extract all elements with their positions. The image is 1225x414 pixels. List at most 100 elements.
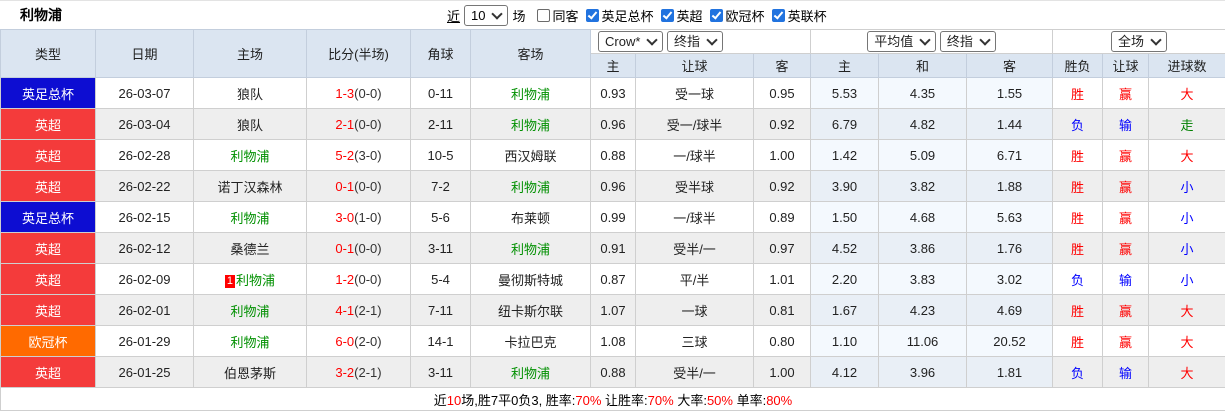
- summary-stat-value: 70%: [575, 392, 602, 408]
- avg-away-cell: 1.76: [966, 232, 1054, 264]
- home-team-cell: 桑德兰: [193, 232, 307, 264]
- summary-text: 大率:: [673, 392, 707, 408]
- avg-draw-cell: 3.86: [878, 232, 968, 264]
- result-handicap-cell: 输: [1102, 108, 1150, 140]
- avg-home-cell: 1.42: [810, 139, 880, 171]
- home-team-cell: 1 利物浦: [193, 263, 307, 295]
- recent-label-link[interactable]: 近: [447, 8, 461, 24]
- odds-away-cell: 1.01: [752, 263, 812, 295]
- corners-cell: 5-6: [410, 201, 471, 233]
- result-wdl-cell: 胜: [1052, 170, 1104, 202]
- full-time-score: 4-1: [335, 302, 355, 318]
- col-header-score: 比分(半场): [306, 29, 411, 78]
- odds-home-cell: 0.93: [590, 77, 636, 109]
- odds-stage-select[interactable]: 终指: [667, 31, 724, 52]
- half-time-score: (2-1): [354, 302, 382, 318]
- avg-stage-value: 终指: [946, 34, 973, 49]
- score-cell: 1-3(0-0): [306, 77, 411, 109]
- filter-bar: 近 10 场 同客 英足总杯 英超 欧冠杯 英联杯: [447, 1, 827, 29]
- full-time-score: 3-2: [335, 364, 355, 380]
- col-header-odds-handicap: 让球: [635, 53, 754, 78]
- corners-cell: 3-11: [410, 232, 471, 264]
- avg-home-cell: 1.10: [810, 325, 880, 357]
- avg-company-select[interactable]: 平均值: [867, 31, 937, 52]
- odds-away-cell: 1.00: [752, 356, 812, 388]
- avg-home-cell: 3.90: [810, 170, 880, 202]
- result-goals-cell: 大: [1148, 139, 1225, 171]
- full-time-score: 2-1: [335, 116, 355, 132]
- odds-home-cell: 0.96: [590, 170, 636, 202]
- col-header-avg-away: 客: [966, 53, 1054, 78]
- avg-away-cell: 1.44: [966, 108, 1054, 140]
- checkbox-icon[interactable]: [771, 8, 785, 22]
- result-handicap-cell: 输: [1102, 263, 1150, 295]
- odds-company-select[interactable]: Crow*: [598, 31, 664, 52]
- odds-handicap-cell: 受一/球半: [635, 108, 754, 140]
- chevron-down-icon: [919, 34, 931, 46]
- competition-type-cell: 英超: [0, 139, 96, 171]
- half-time-score: (0-0): [354, 178, 382, 194]
- checkbox-icon[interactable]: [709, 8, 723, 22]
- away-team-cell: 布莱顿: [470, 201, 591, 233]
- col-header-away: 客场: [470, 29, 591, 78]
- corners-cell: 2-11: [410, 108, 471, 140]
- competition-filter[interactable]: 欧冠杯: [709, 6, 765, 25]
- recent-count-select[interactable]: 10: [464, 4, 509, 26]
- chevron-down-icon: [1150, 34, 1162, 46]
- rank-badge: 1: [224, 274, 236, 288]
- match-row: 英超 26-01-25 伯恩茅斯 3-2(2-1) 3-11 利物浦 0.88 受半/一 1.0…: [0, 356, 1225, 388]
- score-cell: 6-0(2-0): [306, 325, 411, 357]
- competition-filter[interactable]: 英超: [660, 6, 703, 25]
- date-cell: 26-01-29: [95, 325, 194, 357]
- date-cell: 26-02-01: [95, 294, 194, 326]
- result-scope-select[interactable]: 全场: [1111, 31, 1168, 52]
- col-header-type: 类型: [0, 29, 96, 78]
- match-row: 英足总杯 26-02-15 利物浦 3-0(1-0) 5-6 布莱顿 0.99 一/球半 0.8…: [0, 201, 1225, 233]
- odds-stage-value: 终指: [674, 34, 701, 49]
- col-header-result-handicap: 让球: [1102, 53, 1150, 78]
- half-time-score: (2-0): [354, 333, 382, 349]
- checkbox-icon[interactable]: [585, 8, 599, 22]
- competition-type-cell: 英足总杯: [0, 77, 96, 109]
- away-team-cell: 卡拉巴克: [470, 325, 591, 357]
- match-row: 英超 26-02-09 1 利物浦 1-2(0-0) 5-4 曼彻斯特城 0.87 平/半 1.0…: [0, 263, 1225, 295]
- checkbox-icon[interactable]: [660, 8, 674, 22]
- result-wdl-cell: 负: [1052, 356, 1104, 388]
- avg-draw-cell: 3.96: [878, 356, 968, 388]
- avg-company-value: 平均值: [874, 34, 914, 49]
- avg-home-cell: 1.67: [810, 294, 880, 326]
- odds-away-cell: 0.80: [752, 325, 812, 357]
- summary-text: 让胜率:: [601, 392, 648, 408]
- result-wdl-cell: 胜: [1052, 232, 1104, 264]
- summary-text: 近: [433, 392, 447, 408]
- avg-stage-select[interactable]: 终指: [939, 31, 996, 52]
- competition-filter[interactable]: 英足总杯: [585, 6, 654, 25]
- avg-home-cell: 6.79: [810, 108, 880, 140]
- odds-away-cell: 0.97: [752, 232, 812, 264]
- corners-cell: 3-11: [410, 356, 471, 388]
- competition-filter[interactable]: 英联杯: [771, 6, 827, 25]
- competition-type-cell: 英足总杯: [0, 201, 96, 233]
- checkbox-icon[interactable]: [536, 8, 550, 22]
- same-away-filter[interactable]: 同客: [536, 6, 579, 25]
- odds-away-cell: 0.95: [752, 77, 812, 109]
- games-label: 场: [512, 8, 526, 24]
- odds-handicap-cell: 平/半: [635, 263, 754, 295]
- away-team-cell: 利物浦: [470, 356, 591, 388]
- result-goals-cell: 走: [1148, 108, 1225, 140]
- match-row: 英超 26-02-01 利物浦 4-1(2-1) 7-11 纽卡斯尔联 1.07 一球 0.81…: [0, 294, 1225, 326]
- score-cell: 3-2(2-1): [306, 356, 411, 388]
- odds-handicap-cell: 受一球: [635, 77, 754, 109]
- chevron-down-icon: [646, 34, 659, 46]
- col-header-date: 日期: [95, 29, 194, 78]
- avg-away-cell: 4.69: [966, 294, 1054, 326]
- col-header-result-wdl: 胜负: [1052, 53, 1104, 78]
- corners-cell: 10-5: [410, 139, 471, 171]
- home-team-cell: 利物浦: [193, 201, 307, 233]
- away-team-cell: 利物浦: [470, 232, 591, 264]
- avg-draw-cell: 3.83: [878, 263, 968, 295]
- away-team-cell: 利物浦: [470, 170, 591, 202]
- result-wdl-cell: 胜: [1052, 325, 1104, 357]
- score-cell: 4-1(2-1): [306, 294, 411, 326]
